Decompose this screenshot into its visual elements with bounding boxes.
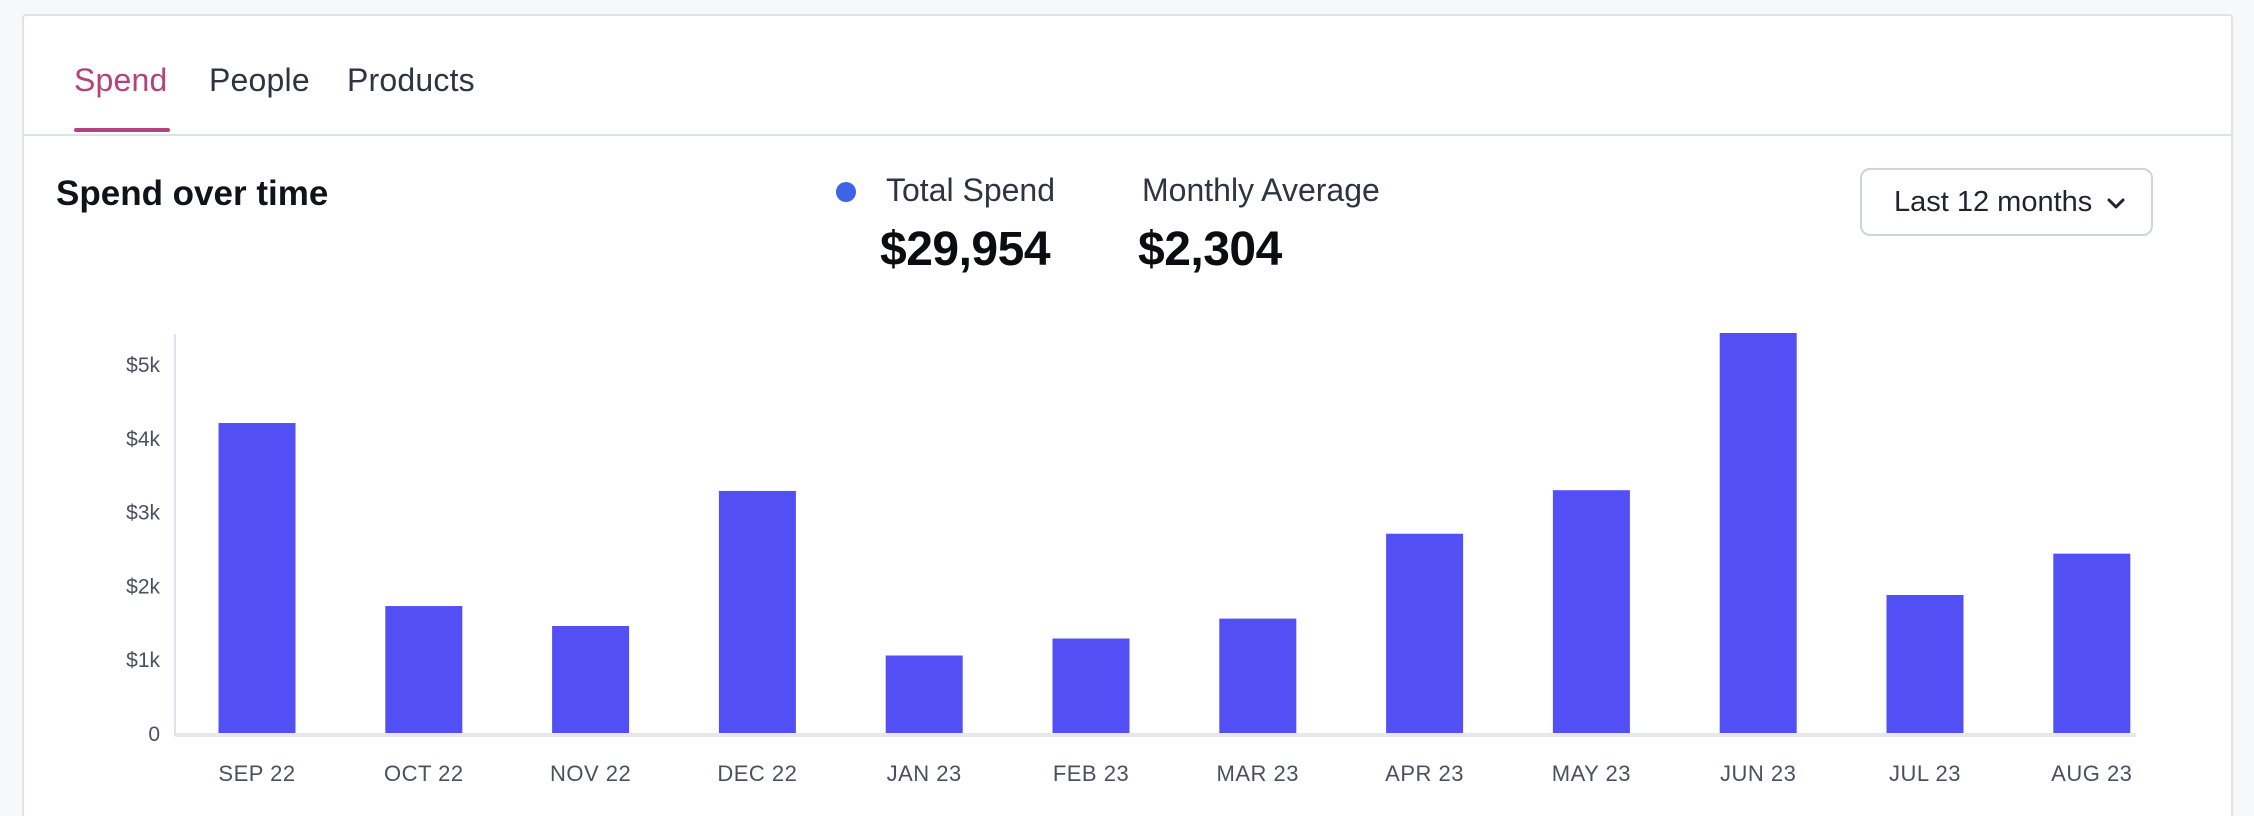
x-tick-label: MAR 23: [1217, 761, 1299, 786]
bar-jun-23[interactable]: [1719, 333, 1797, 733]
chart-title: Spend over time: [56, 174, 329, 213]
x-tick-label: NOV 22: [550, 761, 631, 786]
bar-oct-22[interactable]: [385, 606, 463, 733]
y-axis: 0 $1k $2k $3k $4k $5k: [126, 334, 176, 746]
bar-aug-23[interactable]: [2053, 553, 2131, 733]
tab-spend[interactable]: Spend: [74, 62, 168, 98]
y-tick-label: $1k: [126, 649, 160, 672]
chevron-down-icon: [2107, 198, 2125, 209]
y-tick-label: $2k: [126, 575, 160, 598]
bar-nov-22[interactable]: [552, 625, 630, 733]
bar-apr-23[interactable]: [1386, 533, 1464, 733]
x-tick-label: JAN 23: [887, 761, 962, 786]
x-tick-label: AUG 23: [2051, 761, 2132, 786]
bar-mar-23[interactable]: [1219, 618, 1297, 733]
date-range-label: Last 12 months: [1894, 185, 2093, 218]
total-spend-value: $29,954: [880, 223, 1051, 276]
total-spend-label: Total Spend: [886, 172, 1056, 208]
date-range-dropdown[interactable]: Last 12 months: [1860, 168, 2153, 236]
bar-jul-23[interactable]: [1886, 594, 1964, 733]
y-tick-label: $3k: [126, 502, 160, 525]
bar-feb-23[interactable]: [1052, 638, 1130, 733]
x-tick-label: JUL 23: [1889, 761, 1961, 786]
y-tick-label: $5k: [126, 354, 160, 377]
x-axis-ticks: SEP 22 OCT 22 NOV 22 DEC 22 JAN 23 FEB 23 MAR …: [218, 761, 2132, 786]
tab-bar: Spend People Products: [24, 16, 2231, 136]
x-tick-label: JUN 23: [1720, 761, 1796, 786]
y-tick-label: 0: [148, 723, 160, 746]
bar-dec-22[interactable]: [718, 490, 796, 733]
tab-people[interactable]: People: [209, 62, 310, 98]
x-tick-label: MAY 23: [1552, 761, 1631, 786]
bar-may-23[interactable]: [1552, 490, 1630, 733]
monthly-average-value: $2,304: [1138, 223, 1282, 276]
monthly-average-label: Monthly Average: [1142, 172, 1380, 208]
x-tick-label: OCT 22: [384, 761, 464, 786]
x-tick-label: DEC 22: [717, 761, 797, 786]
bar-sep-22[interactable]: [218, 423, 296, 733]
x-tick-label: FEB 23: [1053, 761, 1129, 786]
bars: [218, 333, 2131, 733]
tab-products[interactable]: Products: [347, 62, 475, 98]
x-tick-label: SEP 22: [218, 761, 295, 786]
x-tick-label: APR 23: [1385, 761, 1464, 786]
y-tick-label: $4k: [126, 428, 160, 451]
total-spend-legend-dot: [836, 182, 856, 202]
bar-jan-23[interactable]: [885, 655, 963, 733]
active-tab-indicator: [74, 128, 170, 132]
